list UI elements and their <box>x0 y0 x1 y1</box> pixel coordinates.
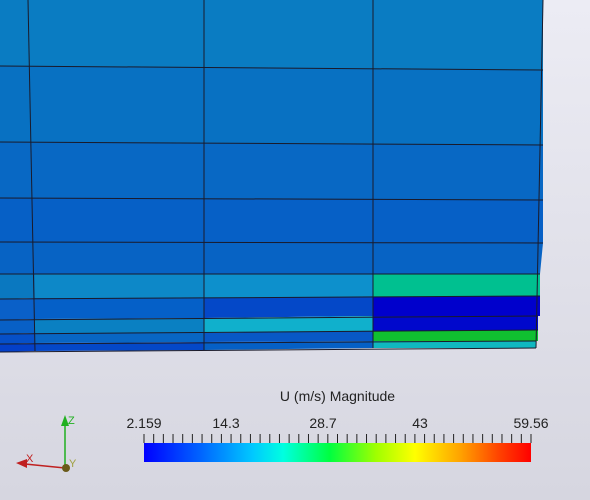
color-bar-tick-label: 14.3 <box>212 415 240 431</box>
color-bar-ticks <box>143 434 532 443</box>
color-bar-tick-label: 59.56 <box>513 415 549 431</box>
axis-y-label: Y <box>69 458 77 470</box>
color-bar-tick-label: 2.159 <box>126 415 162 431</box>
color-bar <box>144 443 531 462</box>
color-bar-title: U (m/s) Magnitude <box>279 388 396 404</box>
mesh-surface <box>0 0 544 353</box>
orientation-axes[interactable]: Z X Y <box>16 415 77 472</box>
axis-z-label: Z <box>68 415 75 427</box>
color-bar-tick-label: 28.7 <box>309 415 337 431</box>
color-bar-tick-label: 43 <box>412 415 428 431</box>
axis-x-label: X <box>26 453 34 465</box>
